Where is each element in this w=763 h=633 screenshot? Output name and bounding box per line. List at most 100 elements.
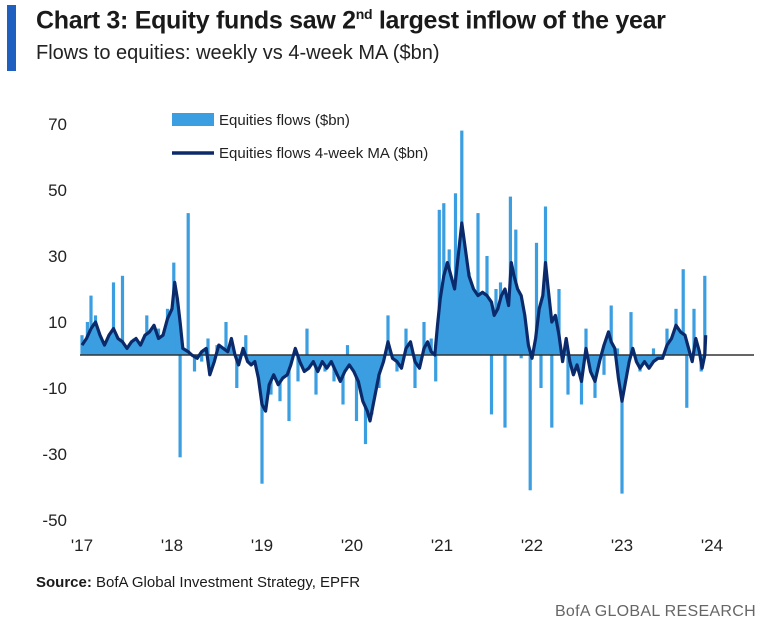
flow-bar	[514, 229, 518, 355]
flow-bar	[638, 355, 642, 372]
flow-bar	[609, 305, 613, 355]
x-tick-label: '19	[251, 536, 273, 555]
flow-bar	[235, 355, 239, 388]
flow-bar	[429, 338, 433, 355]
flow-bar	[345, 345, 350, 355]
flow-bar	[467, 272, 471, 355]
y-tick-label: 70	[48, 115, 67, 134]
chart-title-rest: largest inflow of the year	[372, 6, 666, 35]
chart-title-main: Chart 3: Equity funds saw 2	[36, 6, 356, 35]
x-tick-label: '23	[611, 536, 633, 555]
flow-bar	[386, 315, 390, 355]
flow-bar	[296, 355, 300, 382]
flow-bar	[413, 355, 417, 388]
title-accent-bar	[7, 5, 16, 71]
flow-bar	[178, 355, 182, 458]
flow-bar	[557, 289, 561, 355]
flow-bar	[460, 130, 464, 355]
flow-bar	[224, 322, 228, 355]
flow-bar	[253, 355, 257, 362]
flow-bar	[206, 338, 210, 355]
flow-bar	[102, 345, 107, 355]
flow-bar	[498, 282, 503, 355]
y-tick-label: 50	[48, 181, 67, 200]
flow-bar	[566, 355, 570, 395]
flow-bar	[629, 312, 633, 355]
x-axis-ticks: '17 '18 '19 '20 '21 '22 '23 '24	[71, 536, 723, 555]
flow-bar	[485, 256, 489, 355]
flow-bar	[434, 355, 438, 382]
chart-legend: Equities flows ($bn) Equities flows 4-wee…	[172, 112, 428, 162]
flow-bar	[476, 213, 480, 355]
flow-bar	[534, 242, 539, 355]
flow-bar	[422, 322, 426, 355]
weekly-flow-bars	[80, 130, 707, 494]
flow-bar	[111, 282, 116, 355]
chart-subtitle: Flows to equities: weekly vs 4-week MA (…	[36, 42, 440, 64]
flow-bar	[192, 355, 197, 372]
flow-bar	[528, 355, 532, 491]
flow-bar	[620, 355, 624, 494]
flow-bar	[363, 355, 368, 445]
flow-bar	[341, 355, 345, 405]
x-tick-label: '21	[431, 536, 453, 555]
flow-bar	[354, 355, 359, 421]
legend-swatch-flows	[172, 113, 214, 126]
flow-bar	[244, 335, 248, 355]
flow-bar	[703, 275, 707, 355]
flow-bar	[519, 355, 523, 359]
y-tick-label: 10	[48, 313, 67, 332]
x-tick-label: '22	[521, 536, 543, 555]
flow-bar	[165, 308, 170, 355]
flow-bar	[175, 302, 179, 355]
flow-bar	[681, 269, 685, 355]
flow-bar	[674, 308, 678, 355]
ma-line-4week	[80, 221, 708, 423]
source-note: Source: BofA Global Investment Strategy,…	[36, 574, 360, 591]
y-tick-label: -30	[42, 445, 67, 464]
flow-bar	[314, 355, 318, 395]
chart-title: Chart 3: Equity funds saw 2nd largest in…	[36, 6, 666, 35]
x-tick-label: '17	[71, 536, 93, 555]
flow-bar	[458, 239, 462, 355]
flow-bar	[89, 295, 93, 355]
flow-bar	[278, 355, 282, 402]
flow-bar	[602, 355, 606, 375]
source-label: Source:	[36, 574, 92, 591]
flow-bar	[615, 348, 620, 355]
legend-label-ma: Equities flows 4-week MA ($bn)	[219, 145, 428, 162]
flow-bar	[172, 262, 176, 355]
flow-bar	[132, 338, 136, 355]
flow-bar	[447, 249, 451, 355]
y-axis-ticks: 70 50 30 10 -10 -30 -50	[42, 115, 67, 530]
flow-bar	[539, 355, 543, 388]
flow-bar	[665, 328, 669, 355]
flow-bar	[287, 355, 291, 421]
flow-bar	[685, 355, 689, 408]
y-tick-label: -50	[42, 511, 67, 530]
flow-bar	[651, 348, 656, 355]
flow-bar	[692, 308, 696, 355]
flow-bar	[494, 289, 498, 355]
source-text: BofA Global Investment Strategy, EPFR	[96, 574, 361, 591]
x-tick-label: '24	[701, 536, 723, 555]
flow-bar	[93, 315, 98, 355]
flow-bar	[186, 213, 190, 355]
flow-bar	[156, 328, 161, 355]
flow-bar	[503, 355, 507, 428]
flow-bar	[305, 328, 309, 355]
x-tick-label: '20	[341, 536, 363, 555]
flow-bar	[404, 328, 408, 355]
flow-bar	[120, 275, 125, 355]
y-tick-label: -10	[42, 379, 67, 398]
x-tick-label: '18	[161, 536, 183, 555]
chart-title-superscript: nd	[355, 6, 373, 22]
bofa-research-footer: BofA GLOBAL RESEARCH	[554, 603, 756, 620]
flow-bar	[489, 355, 494, 415]
flow-bar	[584, 328, 588, 355]
y-tick-label: 30	[48, 247, 67, 266]
flow-bar	[550, 355, 554, 428]
flow-bar	[200, 355, 204, 362]
legend-label-flows: Equities flows ($bn)	[219, 112, 350, 129]
